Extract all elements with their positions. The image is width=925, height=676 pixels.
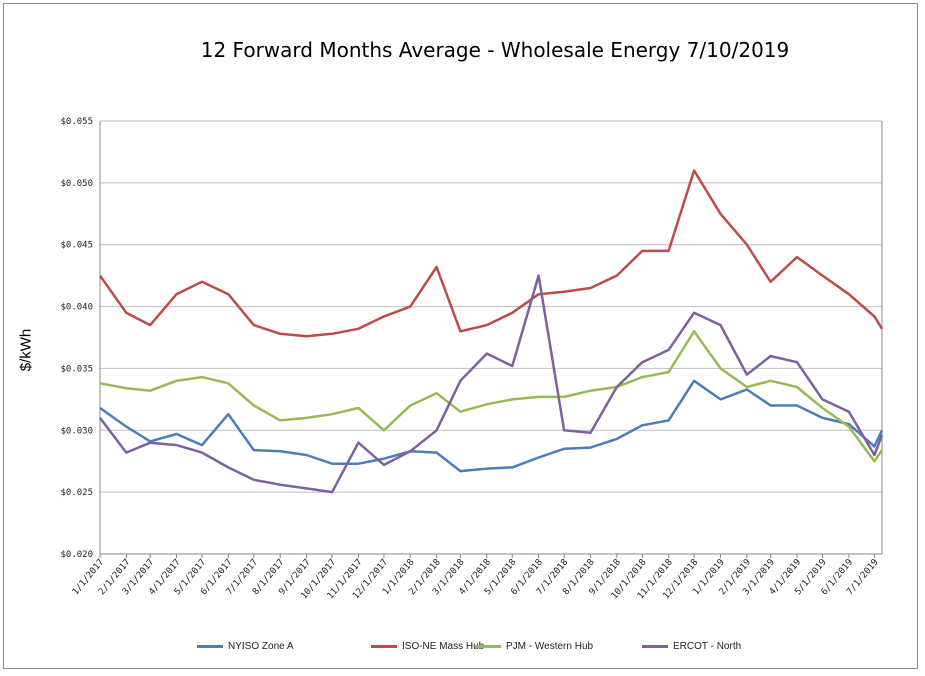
chart-title: 12 Forward Months Average - Wholesale En… (200, 38, 790, 62)
x-tick-labels: 1/1/20172/1/20173/1/20174/1/20175/1/2017… (71, 558, 881, 602)
series-lines (98, 169, 884, 494)
y-tick-label: $0.035 (60, 364, 93, 374)
legend-item: ERCOT - North (642, 641, 741, 652)
y-tick-label: $0.050 (60, 179, 93, 189)
y-tick-label: $0.020 (60, 550, 93, 560)
y-tick-label: $0.040 (60, 303, 93, 313)
y-tick-label: $0.025 (60, 488, 93, 498)
gridlines (99, 120, 883, 558)
legend-item: NYISO Zone A (197, 641, 294, 652)
y-tick-labels: $0.020 $0.025 $0.030 $0.035 $0.040 $0.045 $0.0… (60, 117, 93, 560)
series-line-ercot-north (99, 274, 884, 494)
series-line-nyiso-zone-a (99, 379, 884, 473)
legend-swatch (642, 645, 668, 648)
legend-item: PJM - Western Hub (475, 641, 593, 652)
legend-swatch (197, 645, 223, 648)
series-line-iso-ne-mass-hub (98, 169, 884, 338)
legend-item: ISO-NE Mass Hub (371, 641, 484, 652)
legend-label: NYISO Zone A (228, 641, 294, 652)
legend-label: ERCOT - North (673, 641, 742, 652)
legend-swatch (371, 645, 397, 648)
y-tick-label: $0.045 (60, 241, 93, 251)
legend-label: PJM - Western Hub (506, 641, 594, 652)
series-line-pjm-western-hub (99, 330, 884, 463)
y-tick-label: $0.030 (60, 426, 93, 436)
legend: NYISO Zone A ISO-NE Mass Hub PJM - Western… (0, 641, 925, 657)
legend-swatch (475, 645, 501, 648)
y-tick-label: $0.055 (60, 117, 93, 127)
legend-label: ISO-NE Mass Hub (402, 641, 485, 652)
